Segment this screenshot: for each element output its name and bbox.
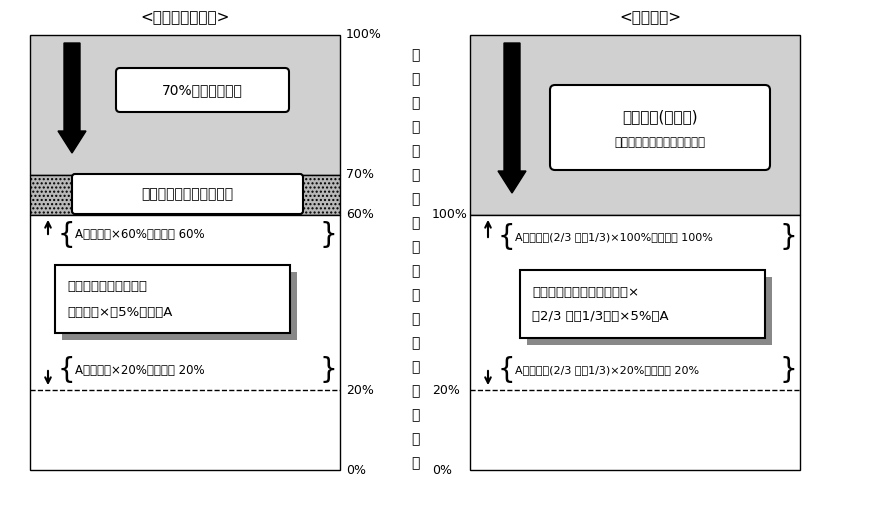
Text: <商業地等の場合>: <商業地等の場合>: [140, 11, 229, 25]
Text: A＜評価額(2/3 又は1/3)×20%のときは 20%: A＜評価額(2/3 又は1/3)×20%のときは 20%: [515, 365, 699, 375]
Text: 前年の課税標準額据置き: 前年の課税標準額据置き: [141, 187, 234, 201]
Text: }: }: [779, 356, 797, 384]
Text: 0%: 0%: [346, 464, 366, 477]
Text: 0%: 0%: [432, 464, 452, 477]
Bar: [470, 215, 800, 470]
Text: 年: 年: [411, 240, 420, 254]
Text: 割: 割: [411, 432, 420, 446]
FancyArrow shape: [58, 43, 86, 153]
Text: 度: 度: [411, 264, 420, 278]
Text: 70%: 70%: [346, 169, 374, 181]
Bar: [62, 272, 297, 340]
Text: 前年度課税標準額　＋: 前年度課税標準額 ＋: [67, 280, 147, 293]
Text: 住宅特例(２／３): 住宅特例(２／３): [622, 110, 698, 125]
Bar: [30, 215, 340, 470]
FancyBboxPatch shape: [72, 174, 303, 214]
Bar: [55, 265, 290, 333]
Text: 額: 額: [411, 384, 420, 398]
Text: A＜評価額×20%のときは 20%: A＜評価額×20%のときは 20%: [75, 364, 204, 377]
Text: {: {: [58, 221, 76, 249]
Bar: [520, 270, 765, 338]
Text: 100%: 100%: [432, 209, 468, 222]
Text: {: {: [498, 356, 516, 384]
FancyBboxPatch shape: [116, 68, 289, 112]
Text: <住宅用地>: <住宅用地>: [619, 11, 681, 25]
Text: }: }: [319, 221, 337, 249]
Bar: [30, 175, 340, 215]
Text: }: }: [319, 356, 337, 384]
Bar: [470, 35, 800, 215]
Text: A＞評価額(2/3 又は1/3)×100%のときは 100%: A＞評価額(2/3 又は1/3)×100%のときは 100%: [515, 232, 713, 242]
Text: }: }: [779, 223, 797, 251]
Text: （小規模住宅用地は１／３）: （小規模住宅用地は１／３）: [614, 135, 706, 148]
Text: 課: 課: [411, 288, 420, 302]
Text: 前年度課税標準額＋評価額×: 前年度課税標準額＋評価額×: [532, 285, 639, 298]
Text: 税: 税: [411, 312, 420, 326]
Text: A＞評価額×60%のときは 60%: A＞評価額×60%のときは 60%: [75, 228, 204, 241]
FancyBboxPatch shape: [550, 85, 770, 170]
Text: {: {: [58, 356, 76, 384]
Text: 20%: 20%: [432, 383, 460, 396]
Text: 合: 合: [411, 456, 420, 470]
Text: 評価額　×　5%　＝　A: 評価額 × 5% ＝ A: [67, 306, 172, 319]
Text: に: に: [411, 120, 420, 134]
Bar: [30, 35, 340, 175]
Text: {: {: [498, 223, 516, 251]
Text: 標: 標: [411, 336, 420, 350]
Bar: [527, 277, 772, 345]
Text: 20%: 20%: [346, 383, 374, 396]
Text: 対: 対: [411, 144, 420, 158]
Text: 60%: 60%: [346, 209, 374, 222]
FancyArrow shape: [498, 43, 526, 193]
Text: の: の: [411, 408, 420, 422]
Text: 準: 準: [411, 360, 420, 374]
Text: す: す: [411, 168, 420, 182]
Text: 70%まで引き下げ: 70%まで引き下げ: [162, 83, 243, 97]
Text: 価: 価: [411, 72, 420, 86]
Text: 前: 前: [411, 216, 420, 230]
Text: る: る: [411, 192, 420, 206]
Text: 100%: 100%: [346, 28, 382, 41]
Text: （2/3 又は1/3）　×5%＝A: （2/3 又は1/3） ×5%＝A: [532, 311, 669, 324]
Text: 額: 額: [411, 96, 420, 110]
Text: 評: 評: [411, 48, 420, 62]
